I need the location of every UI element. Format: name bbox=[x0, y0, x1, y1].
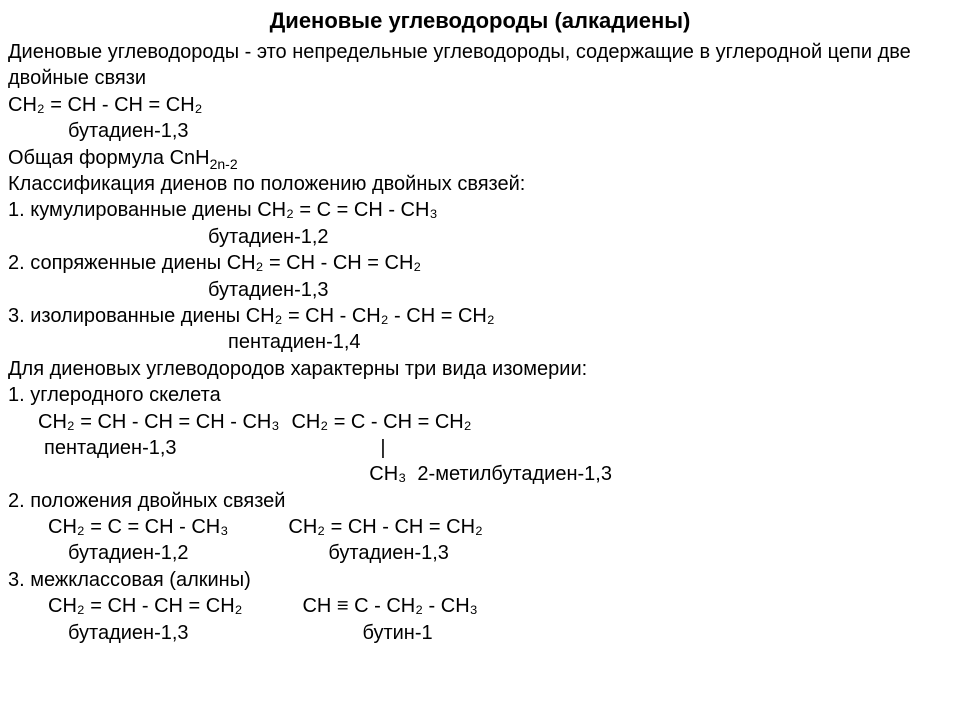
isomer2-left-name: бутадиен-1,2 bbox=[48, 540, 228, 566]
isomer1-right: CH₂ = C - CH = CH₂ | CH₃ 2-метилбутадиен… bbox=[291, 409, 611, 488]
isomer1-label: 1. углеродного скелета bbox=[8, 382, 952, 408]
example1-name: бутадиен-1,3 bbox=[8, 118, 952, 144]
intro-text: Диеновые углеводороды - это непредельные… bbox=[8, 39, 952, 92]
isomer2-label: 2. положения двойных связей bbox=[8, 488, 952, 514]
example1-formula: CH₂ = CH - CH = CH₂ bbox=[8, 92, 952, 118]
isomer3-row: CH₂ = CH - CH = CH₂ бутадиен-1,3 CH ≡ C … bbox=[8, 593, 952, 646]
isomer2-right-name: бутадиен-1,3 bbox=[288, 540, 482, 566]
isomer3-left-name: бутадиен-1,3 bbox=[48, 620, 242, 646]
isomer3-left: CH₂ = CH - CH = CH₂ бутадиен-1,3 bbox=[48, 593, 242, 646]
isomer1-right-bottom: CH₃ 2-метилбутадиен-1,3 bbox=[291, 461, 611, 487]
isomer2-row: CH₂ = C = CH - CH₃ бутадиен-1,2 CH₂ = CH… bbox=[8, 514, 952, 567]
isomer3-right-formula: CH ≡ C - CH₂ - CH₃ bbox=[302, 593, 477, 619]
isomer2-left: CH₂ = C = CH - CH₃ бутадиен-1,2 bbox=[48, 514, 228, 567]
isomer2-right-formula: CH₂ = CH - CH = CH₂ bbox=[288, 514, 482, 540]
isomer2-left-formula: CH₂ = C = CH - CH₃ bbox=[48, 514, 228, 540]
isomer-header: Для диеновых углеводородов характерны тр… bbox=[8, 356, 952, 382]
isomer1-left: CH₂ = CH - CH = CH - CH₃ пентадиен-1,3 bbox=[38, 409, 279, 488]
isomer1-right-mid: | bbox=[291, 435, 611, 461]
classification-header: Классификация диенов по положению двойны… bbox=[8, 171, 952, 197]
isomer1-left-formula: CH₂ = CH - CH = CH - CH₃ bbox=[38, 409, 279, 435]
general-formula-label: Общая формула CnH bbox=[8, 147, 210, 169]
isomer3-right-name: бутин-1 bbox=[302, 620, 477, 646]
isomer3-left-formula: CH₂ = CH - CH = CH₂ bbox=[48, 593, 242, 619]
isomer2-right: CH₂ = CH - CH = CH₂ бутадиен-1,3 bbox=[288, 514, 482, 567]
isomer3-right: CH ≡ C - CH₂ - CH₃ бутин-1 bbox=[302, 593, 477, 646]
class3-line: 3. изолированные диены CH₂ = CH - CH₂ - … bbox=[8, 303, 952, 329]
general-formula-sub: 2n-2 bbox=[210, 156, 238, 172]
general-formula: Общая формула CnH2n-2 bbox=[8, 145, 952, 171]
class1-line: 1. кумулированные диены CH₂ = C = CH - C… bbox=[8, 197, 952, 223]
isomer1-right-top: CH₂ = C - CH = CH₂ bbox=[291, 409, 611, 435]
class2-line: 2. сопряженные диены CH₂ = CH - CH = CH₂ bbox=[8, 250, 952, 276]
isomer1-row: CH₂ = CH - CH = CH - CH₃ пентадиен-1,3 C… bbox=[8, 409, 952, 488]
isomer1-left-name: пентадиен-1,3 bbox=[38, 435, 279, 461]
page-title: Диеновые углеводороды (алкадиены) bbox=[8, 6, 952, 35]
class1-name: бутадиен-1,2 bbox=[8, 224, 952, 250]
isomer3-label: 3. межклассовая (алкины) bbox=[8, 567, 952, 593]
class3-name: пентадиен-1,4 bbox=[8, 329, 952, 355]
class2-name: бутадиен-1,3 bbox=[8, 277, 952, 303]
